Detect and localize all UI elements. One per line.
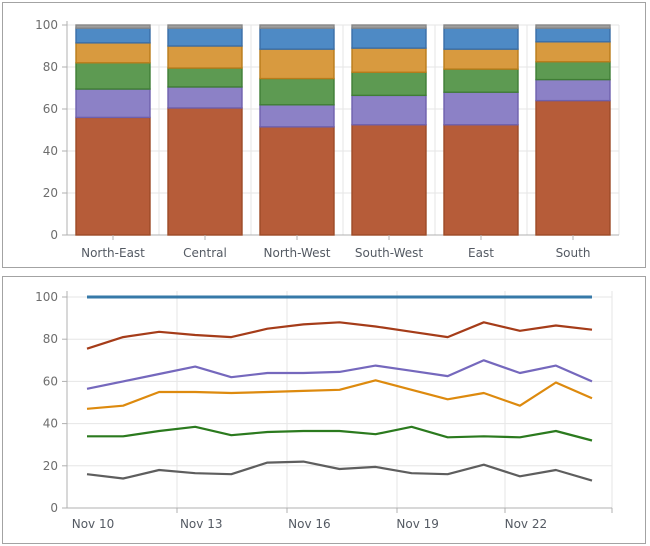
x-tick-label: Nov 19 [396,517,439,531]
bar-segment-purple-series[interactable] [167,86,243,109]
x-tick-label: Nov 22 [505,517,548,531]
bar-segment-orange-series[interactable] [351,47,427,73]
bar-segment-gray-cap-series[interactable] [443,24,519,29]
bar-segment-orange-series[interactable] [167,45,243,69]
line-dark-red-series[interactable] [86,321,593,350]
bar-segment-gray-cap-series[interactable] [535,24,611,29]
bar-segment-purple-series[interactable] [351,94,427,126]
bar-segment-purple-series[interactable] [75,88,151,119]
bar-segment-blue-series[interactable] [75,27,151,44]
bar-segment-brick-red-series[interactable] [75,116,151,236]
stacked-bar-chart: 0 20 40 60 80 100 North-East Central North-West S… [35,18,620,260]
bar-segment-gray-cap-series[interactable] [167,24,243,29]
line-gray-series[interactable] [86,460,593,482]
bar-segment-purple-series[interactable] [259,104,335,128]
bar-segment-orange-series[interactable] [535,41,611,63]
y-tick-label: 40 [43,417,58,431]
bar-segment-green-series[interactable] [259,77,335,106]
bar-segment-gray-cap-series[interactable] [351,24,427,29]
bar-segment-gray-cap-series[interactable] [259,24,335,29]
bar-segment-purple-series[interactable] [535,78,611,102]
bar-segment-blue-series[interactable] [259,27,335,50]
x-tick-label: Nov 10 [72,517,115,531]
y-tick-label: 20 [43,459,58,473]
y-tick-label: 60 [43,374,58,388]
x-tick-label: Nov 16 [288,517,331,531]
y-tick-label: 0 [50,228,58,242]
bar-segment-blue-series[interactable] [167,27,243,47]
bar-segment-green-series[interactable] [351,71,427,97]
y-tick-label: 80 [43,60,58,74]
line-green-series[interactable] [87,425,593,442]
bar-segment-brick-red-series[interactable] [259,126,335,236]
bar-segment-orange-series[interactable] [443,48,519,70]
bar-segment-green-series[interactable] [535,61,611,81]
line-violet-series[interactable] [86,359,593,390]
bar-segment-blue-series[interactable] [351,27,427,49]
stacked-bar-chart-panel: 0 20 40 60 80 100 North-East Central North-West S… [2,2,646,268]
bar-segment-green-series[interactable] [167,67,243,88]
x-tick-label: North-East [81,246,145,260]
bar-segment-brick-red-series[interactable] [351,124,427,236]
x-tick-label: South-West [355,246,424,260]
x-tick-label: Central [183,246,227,260]
bar-segment-green-series[interactable] [75,62,151,90]
bar-segment-blue-series[interactable] [443,27,519,50]
y-tick-label: 80 [43,332,58,346]
x-tick-label: Nov 13 [180,517,223,531]
bar-segment-orange-series[interactable] [259,48,335,80]
line-chart: 0 20 40 60 80 100 Nov 10 Nov 13 Nov 16 Nov 19 Nov … [35,290,613,531]
bar-segment-gray-cap-series[interactable] [75,24,151,29]
x-tick-label: East [468,246,494,260]
y-tick-label: 100 [35,290,58,304]
y-tick-label: 100 [35,18,58,32]
x-tick-label: North-West [264,246,331,260]
bar-segment-blue-series[interactable] [535,27,611,43]
bar-segment-orange-series[interactable] [75,42,151,64]
bar-segment-brick-red-series[interactable] [535,99,611,236]
bar-segment-brick-red-series[interactable] [167,107,243,236]
x-tick-label: South [556,246,591,260]
y-tick-label: 20 [43,186,58,200]
bar-segment-brick-red-series[interactable] [443,124,519,236]
y-tick-label: 0 [50,501,58,515]
bar-segment-green-series[interactable] [443,68,519,93]
line-orange-series[interactable] [86,379,593,410]
y-tick-label: 60 [43,102,58,116]
bar-segment-purple-series[interactable] [443,91,519,126]
y-tick-label: 40 [43,144,58,158]
line-chart-panel: 0 20 40 60 80 100 Nov 10 Nov 13 Nov 16 Nov 19 Nov … [2,276,646,544]
